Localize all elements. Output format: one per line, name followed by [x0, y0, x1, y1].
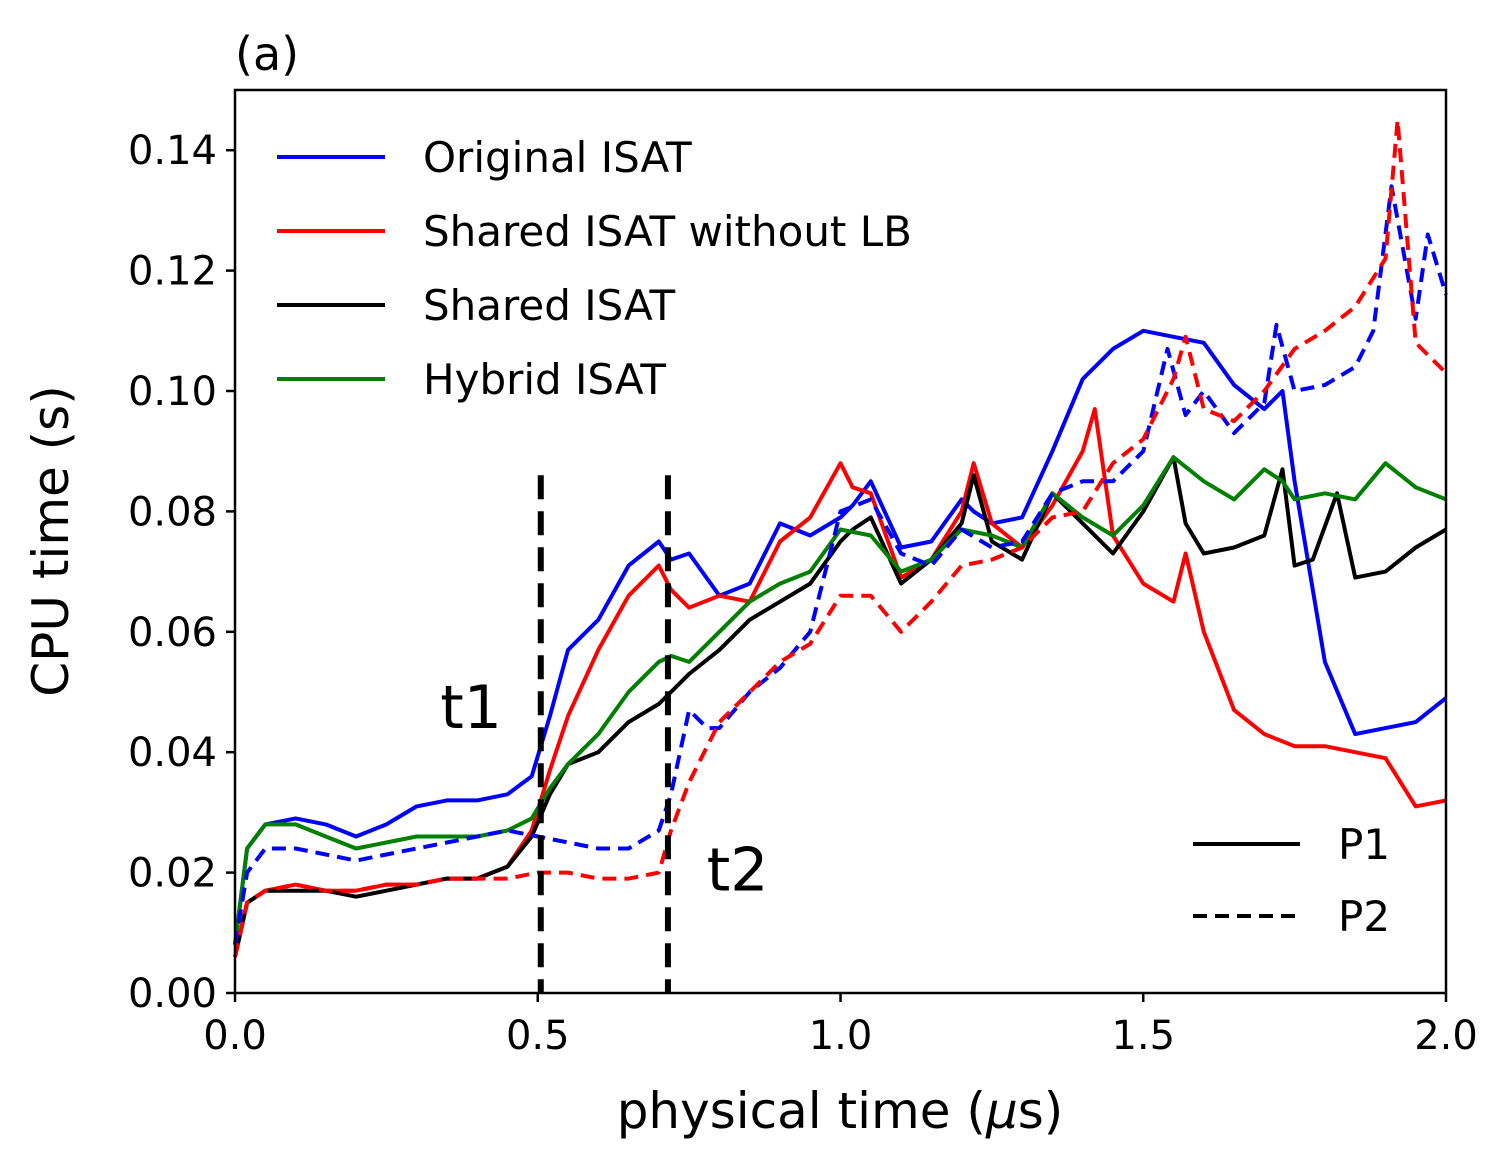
- x-axis-label: physical time (μs): [617, 1082, 1064, 1140]
- x-tick-label: 0.5: [506, 1013, 570, 1059]
- x-tick-label: 1.5: [1111, 1013, 1175, 1059]
- y-tick-label: 0.02: [128, 851, 217, 897]
- legend-label-hybrid-isat: Hybrid ISAT: [423, 355, 666, 404]
- x-axis-label-suffix: s): [1018, 1082, 1064, 1140]
- series-line-hybrid-isat-p1: [233, 455, 1447, 946]
- y-tick-label: 0.00: [128, 971, 217, 1017]
- legend-label-original-isat: Original ISAT: [423, 133, 692, 182]
- y-tick-label: 0.04: [128, 730, 217, 776]
- y-tick-label: 0.06: [128, 610, 217, 656]
- x-tick-label: 0.0: [203, 1013, 267, 1059]
- y-axis: 0.00 0.02 0.04 0.06 0.08 0.10 0.12 0.14: [128, 128, 235, 1017]
- series-line-shared-isat-without-lb-p1: [233, 407, 1447, 958]
- x-axis: 0.0 0.5 1.0 1.5 2.0: [203, 993, 1478, 1059]
- series-line-original-isat-p2: [233, 184, 1448, 946]
- legend-label-shared-isat-without-lb: Shared ISAT without LB: [423, 207, 912, 256]
- legend-label-p1: P1: [1338, 820, 1390, 869]
- x-tick-label: 1.0: [809, 1013, 873, 1059]
- series-line-shared-isat-without-lb-p2: [233, 118, 1448, 958]
- legend-label-p2: P2: [1338, 892, 1390, 941]
- y-tick-label: 0.12: [128, 249, 217, 295]
- x-tick-label: 2.0: [1414, 1013, 1478, 1059]
- series-line-original-isat-p1: [233, 328, 1448, 946]
- legend-methods: Original ISAT Shared ISAT without LB Share…: [277, 133, 912, 404]
- x-axis-label-prefix: physical time (: [617, 1082, 986, 1140]
- legend-label-shared-isat: Shared ISAT: [423, 281, 676, 330]
- vline-layer: t1 t2: [440, 475, 768, 993]
- series-layer: [233, 118, 1448, 958]
- x-axis-label-mu: μ: [985, 1082, 1018, 1140]
- y-tick-label: 0.08: [128, 489, 217, 535]
- marker-label-t1: t1: [440, 673, 502, 743]
- y-tick-label: 0.10: [128, 369, 217, 415]
- series-line-shared-isat-p1: [233, 455, 1448, 958]
- marker-label-t2: t2: [707, 836, 769, 906]
- panel-label: (a): [235, 27, 299, 81]
- y-axis-label: CPU time (s): [22, 385, 80, 696]
- y-tick-label: 0.14: [128, 128, 217, 174]
